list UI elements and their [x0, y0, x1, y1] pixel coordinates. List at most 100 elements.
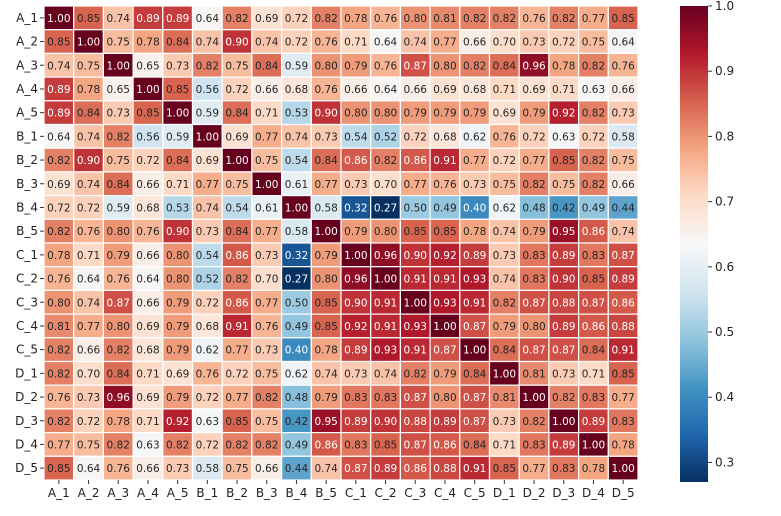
- cell-value-label: 0.71: [493, 439, 516, 451]
- cell-value-label: 0.71: [77, 250, 100, 262]
- cell-value-label: 0.72: [225, 84, 248, 96]
- cell-value-label: 0.84: [166, 155, 190, 167]
- y-tick-label: B_3: [16, 177, 38, 191]
- heatmap-cells: 1.00 0.85 0.74 0.89 0.89 0.64 0.82 0.69 0.72 0.82…: [43, 5, 639, 481]
- cell-value-label: 0.86: [611, 297, 635, 309]
- cell-value-label: 0.77: [77, 321, 100, 333]
- x-tick-label: C_5: [464, 486, 486, 500]
- cell-value-label: 0.66: [404, 84, 428, 96]
- y-tick-label: D_2: [15, 390, 38, 404]
- cell-value-label: 0.74: [196, 202, 220, 214]
- cell-value-label: 1.00: [166, 108, 189, 120]
- x-tick-label: A_5: [167, 486, 189, 500]
- cell-value-label: 0.91: [404, 274, 427, 286]
- cell-value-label: 0.62: [285, 368, 308, 380]
- cell-value-label: 0.85: [582, 274, 605, 286]
- cell-value-label: 0.83: [344, 392, 367, 404]
- cell-value-label: 1.00: [374, 274, 397, 286]
- cell-value-label: 0.61: [285, 179, 308, 191]
- cell-value-label: 0.32: [344, 202, 367, 214]
- cell-value-label: 0.80: [166, 250, 189, 262]
- cell-value-label: 0.83: [344, 439, 367, 451]
- cell-value-label: 0.72: [582, 131, 605, 143]
- cell-value-label: 0.74: [314, 463, 338, 475]
- cell-value-label: 0.82: [404, 368, 427, 380]
- cell-value-label: 0.71: [136, 368, 159, 380]
- cell-value-label: 0.85: [136, 108, 159, 120]
- cell-value-label: 0.75: [107, 37, 130, 49]
- cell-value-label: 0.82: [166, 439, 189, 451]
- cell-value-label: 0.96: [107, 392, 131, 404]
- cell-value-label: 0.71: [552, 84, 575, 96]
- cell-value-label: 0.64: [374, 37, 398, 49]
- cell-value-label: 0.83: [582, 392, 605, 404]
- cell-value-label: 0.68: [285, 84, 308, 96]
- cell-value-label: 0.82: [552, 13, 575, 25]
- cell-value-label: 0.85: [611, 13, 634, 25]
- cell-value-label: 0.72: [522, 131, 545, 143]
- x-tick-label: C_4: [434, 486, 456, 500]
- cell-value-label: 0.85: [47, 463, 70, 475]
- cell-value-label: 0.77: [314, 179, 337, 191]
- x-tick-label: D_3: [552, 486, 575, 500]
- cell-value-label: 0.82: [493, 297, 516, 309]
- cell-value-label: 0.87: [582, 297, 605, 309]
- cell-value-label: 0.72: [77, 416, 100, 428]
- cell-value-label: 0.93: [374, 345, 397, 357]
- cell-value-label: 0.63: [196, 416, 219, 428]
- cell-value-label: 0.78: [344, 13, 367, 25]
- cell-value-label: 0.75: [107, 155, 130, 167]
- cell-value-label: 0.69: [433, 84, 456, 96]
- cell-value-label: 0.74: [493, 274, 517, 286]
- cell-value-label: 0.95: [314, 416, 337, 428]
- cell-value-label: 0.68: [433, 131, 456, 143]
- cell-value-label: 0.73: [522, 37, 545, 49]
- cell-value-label: 0.75: [77, 60, 100, 72]
- cell-value-label: 0.91: [463, 463, 486, 475]
- cell-value-label: 0.71: [255, 108, 278, 120]
- cell-value-label: 0.77: [463, 155, 486, 167]
- cell-value-label: 1.00: [582, 439, 605, 451]
- cell-value-label: 0.83: [552, 463, 575, 475]
- cell-value-label: 0.73: [107, 108, 130, 120]
- cell-value-label: 0.68: [136, 202, 159, 214]
- cell-value-label: 0.70: [493, 37, 516, 49]
- cell-value-label: 0.77: [196, 179, 219, 191]
- cell-value-label: 0.76: [136, 226, 160, 238]
- cell-value-label: 0.86: [433, 439, 457, 451]
- cell-value-label: 0.74: [107, 13, 131, 25]
- cell-value-label: 0.50: [404, 202, 427, 214]
- cell-value-label: 0.74: [77, 131, 101, 143]
- x-tick-label: D_4: [582, 486, 605, 500]
- cell-value-label: 0.54: [196, 250, 220, 262]
- y-tick-label: A_2: [16, 35, 38, 49]
- cell-value-label: 0.74: [493, 226, 517, 238]
- cell-value-label: 0.85: [552, 155, 575, 167]
- cell-value-label: 0.53: [166, 202, 189, 214]
- cell-value-label: 0.69: [196, 155, 219, 167]
- cell-value-label: 0.70: [77, 368, 100, 380]
- cell-value-label: 0.79: [166, 297, 189, 309]
- cell-value-label: 0.75: [611, 155, 634, 167]
- cell-value-label: 0.77: [255, 297, 278, 309]
- cell-value-label: 0.77: [225, 392, 248, 404]
- cell-value-label: 0.77: [522, 463, 545, 475]
- cell-value-label: 0.89: [47, 84, 70, 96]
- cell-value-label: 0.69: [493, 108, 516, 120]
- x-tick-label: D_2: [523, 486, 546, 500]
- cell-value-label: 0.77: [225, 345, 248, 357]
- cell-value-label: 0.88: [552, 297, 575, 309]
- cell-value-label: 1.00: [107, 60, 130, 72]
- cell-value-label: 0.56: [136, 131, 160, 143]
- cell-value-label: 0.93: [404, 321, 427, 333]
- cell-value-label: 0.82: [107, 439, 130, 451]
- x-axis: A_1 A_2 A_3 A_4 A_5 B_1 B_2 B_3 B_4 B_5 C_1 C_2 C_3 C…: [48, 480, 635, 500]
- cell-value-label: 0.80: [47, 297, 70, 309]
- cell-value-label: 0.87: [433, 345, 456, 357]
- x-tick-label: B_4: [286, 486, 308, 500]
- cell-value-label: 0.78: [463, 226, 486, 238]
- cell-value-label: 0.85: [374, 439, 397, 451]
- cell-value-label: 0.64: [77, 274, 101, 286]
- cell-value-label: 0.68: [463, 84, 486, 96]
- cell-value-label: 0.87: [404, 60, 427, 72]
